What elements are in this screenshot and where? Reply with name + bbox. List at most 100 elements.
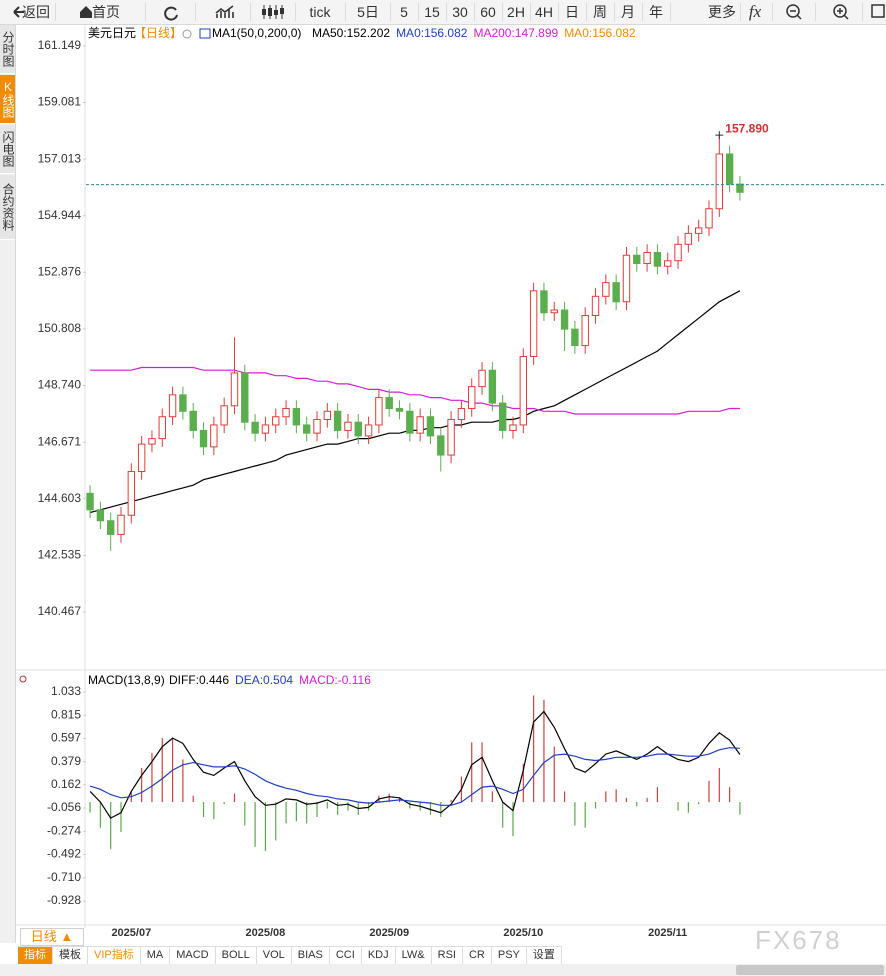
separator [642,3,643,21]
toolbar-button[interactable]: 返回 [22,4,50,20]
line-chart-icon[interactable] [215,5,234,18]
indicator-tab[interactable]: CR [463,947,492,964]
sidebar-tab[interactable]: 闪电图 [0,125,15,174]
macd-legend: MACD:-0.116 [299,673,371,687]
separator [670,3,671,21]
indicator-tab[interactable]: BOLL [216,947,257,964]
separator [55,3,56,21]
toolbar-button[interactable]: 月 [621,4,635,20]
indicator-tab[interactable]: LW& [396,947,432,964]
indicator-tab[interactable]: MACD [170,947,216,964]
separator [530,3,531,21]
max-marker [715,131,724,140]
scroll-thumb[interactable] [736,965,884,975]
candle-body [571,328,579,347]
indicator-tab[interactable]: VOL [257,947,292,964]
indicator-tab[interactable]: PSY [492,947,527,964]
sidebar-tab[interactable]: K线图 [0,75,15,124]
zoom-in-icon[interactable] [833,4,847,18]
y-tick-label: 159.081 [38,95,82,109]
x-tick-label: 2025/11 [648,927,687,939]
y-tick-label: 0.162 [51,777,81,791]
candle-body [468,386,476,410]
indicator-tab[interactable]: 模板 [53,947,88,964]
indicator-line [90,366,740,415]
ma-icon[interactable] [199,28,211,39]
toolbar-button[interactable]: fx [748,2,762,21]
y-tick-label: 148.740 [38,378,82,392]
candle-body [313,418,321,434]
indicator-label: MA1(50,0,200,0) [212,26,301,40]
refresh-icon[interactable] [164,6,178,21]
zoom-out-icon[interactable] [786,4,800,18]
y-tick-label: -0.056 [47,800,81,814]
separator [250,3,251,21]
candle-body [292,408,301,426]
toolbar-button[interactable]: 4H [535,4,553,20]
indicator-tab[interactable]: CCI [330,947,362,964]
indicator-tab[interactable]: RSI [432,947,463,964]
toolbar-button[interactable]: 5 [400,4,408,20]
toolbar-button[interactable]: 15 [424,4,440,20]
toolbar-button[interactable]: 2H [507,4,525,20]
toolbar-button[interactable]: 日 [565,4,579,20]
indicator-line [89,290,741,514]
sidebar-tab[interactable]: 合约资料 [0,175,15,240]
y-tick-label: 0.597 [51,731,81,745]
candle-body [137,443,146,472]
toolbar-button[interactable]: 30 [452,4,468,20]
fullscreen-icon[interactable] [871,4,885,18]
y-tick-label: 144.603 [38,491,82,505]
candle-body [189,410,197,431]
macd-icon[interactable] [19,675,27,683]
ma-legend: MA200:147.899 [473,26,558,40]
toolbar-button[interactable]: 更多 [708,4,736,20]
candle-body [457,408,466,420]
toolbar-button[interactable]: 首页 [92,4,120,20]
y-tick-label: 1.033 [51,684,81,698]
candle-body [272,416,280,426]
settings-icon[interactable] [182,29,192,39]
y-tick-label: 157.013 [38,151,82,165]
separator [740,3,741,21]
candle-body [282,408,290,418]
indicator-tab[interactable]: MA [141,947,171,964]
y-tick-label: -0.928 [47,893,81,907]
period-button[interactable]: 日线 ▲ [20,928,84,946]
candle-icon-wicks[interactable] [263,5,283,19]
separator [474,3,475,21]
indicator-tab[interactable]: 指标 [18,947,53,964]
candle-body [664,260,672,267]
scrollbar[interactable] [0,964,886,976]
toolbar-button[interactable]: 60 [480,4,496,20]
y-tick-label: 142.535 [38,548,82,562]
toolbar-button[interactable]: 年 [649,4,663,20]
candle-body [406,410,414,434]
candle-icon[interactable] [262,8,284,16]
indicator-tab[interactable]: KDJ [362,947,396,964]
y-tick-label: 154.944 [38,208,82,222]
zoom-in-icon-lines [837,8,849,20]
x-tick-label: 2025/09 [369,927,409,939]
home-icon[interactable] [80,6,92,18]
symbol-title: 美元日元 [88,26,136,40]
candle-body [622,254,631,303]
separator [418,3,419,21]
ma-legend: MA50:152.202 [312,26,390,40]
indicator-tab[interactable]: 设置 [527,947,562,964]
separator [295,3,296,21]
toolbar-button[interactable]: tick [309,4,331,20]
candle-body [333,410,342,431]
separator [862,3,863,21]
toolbar-button[interactable]: 周 [593,4,607,20]
y-tick-label: -0.274 [47,823,81,837]
back-icon[interactable] [13,6,24,18]
indicator-tab[interactable]: VIP指标 [88,947,141,964]
separator [195,3,196,21]
candle-body [148,438,156,445]
indicator-tab[interactable]: BIAS [292,947,330,964]
toolbar-button[interactable]: 5日 [357,4,379,20]
sidebar-tab[interactable]: 分时图 [0,25,15,74]
